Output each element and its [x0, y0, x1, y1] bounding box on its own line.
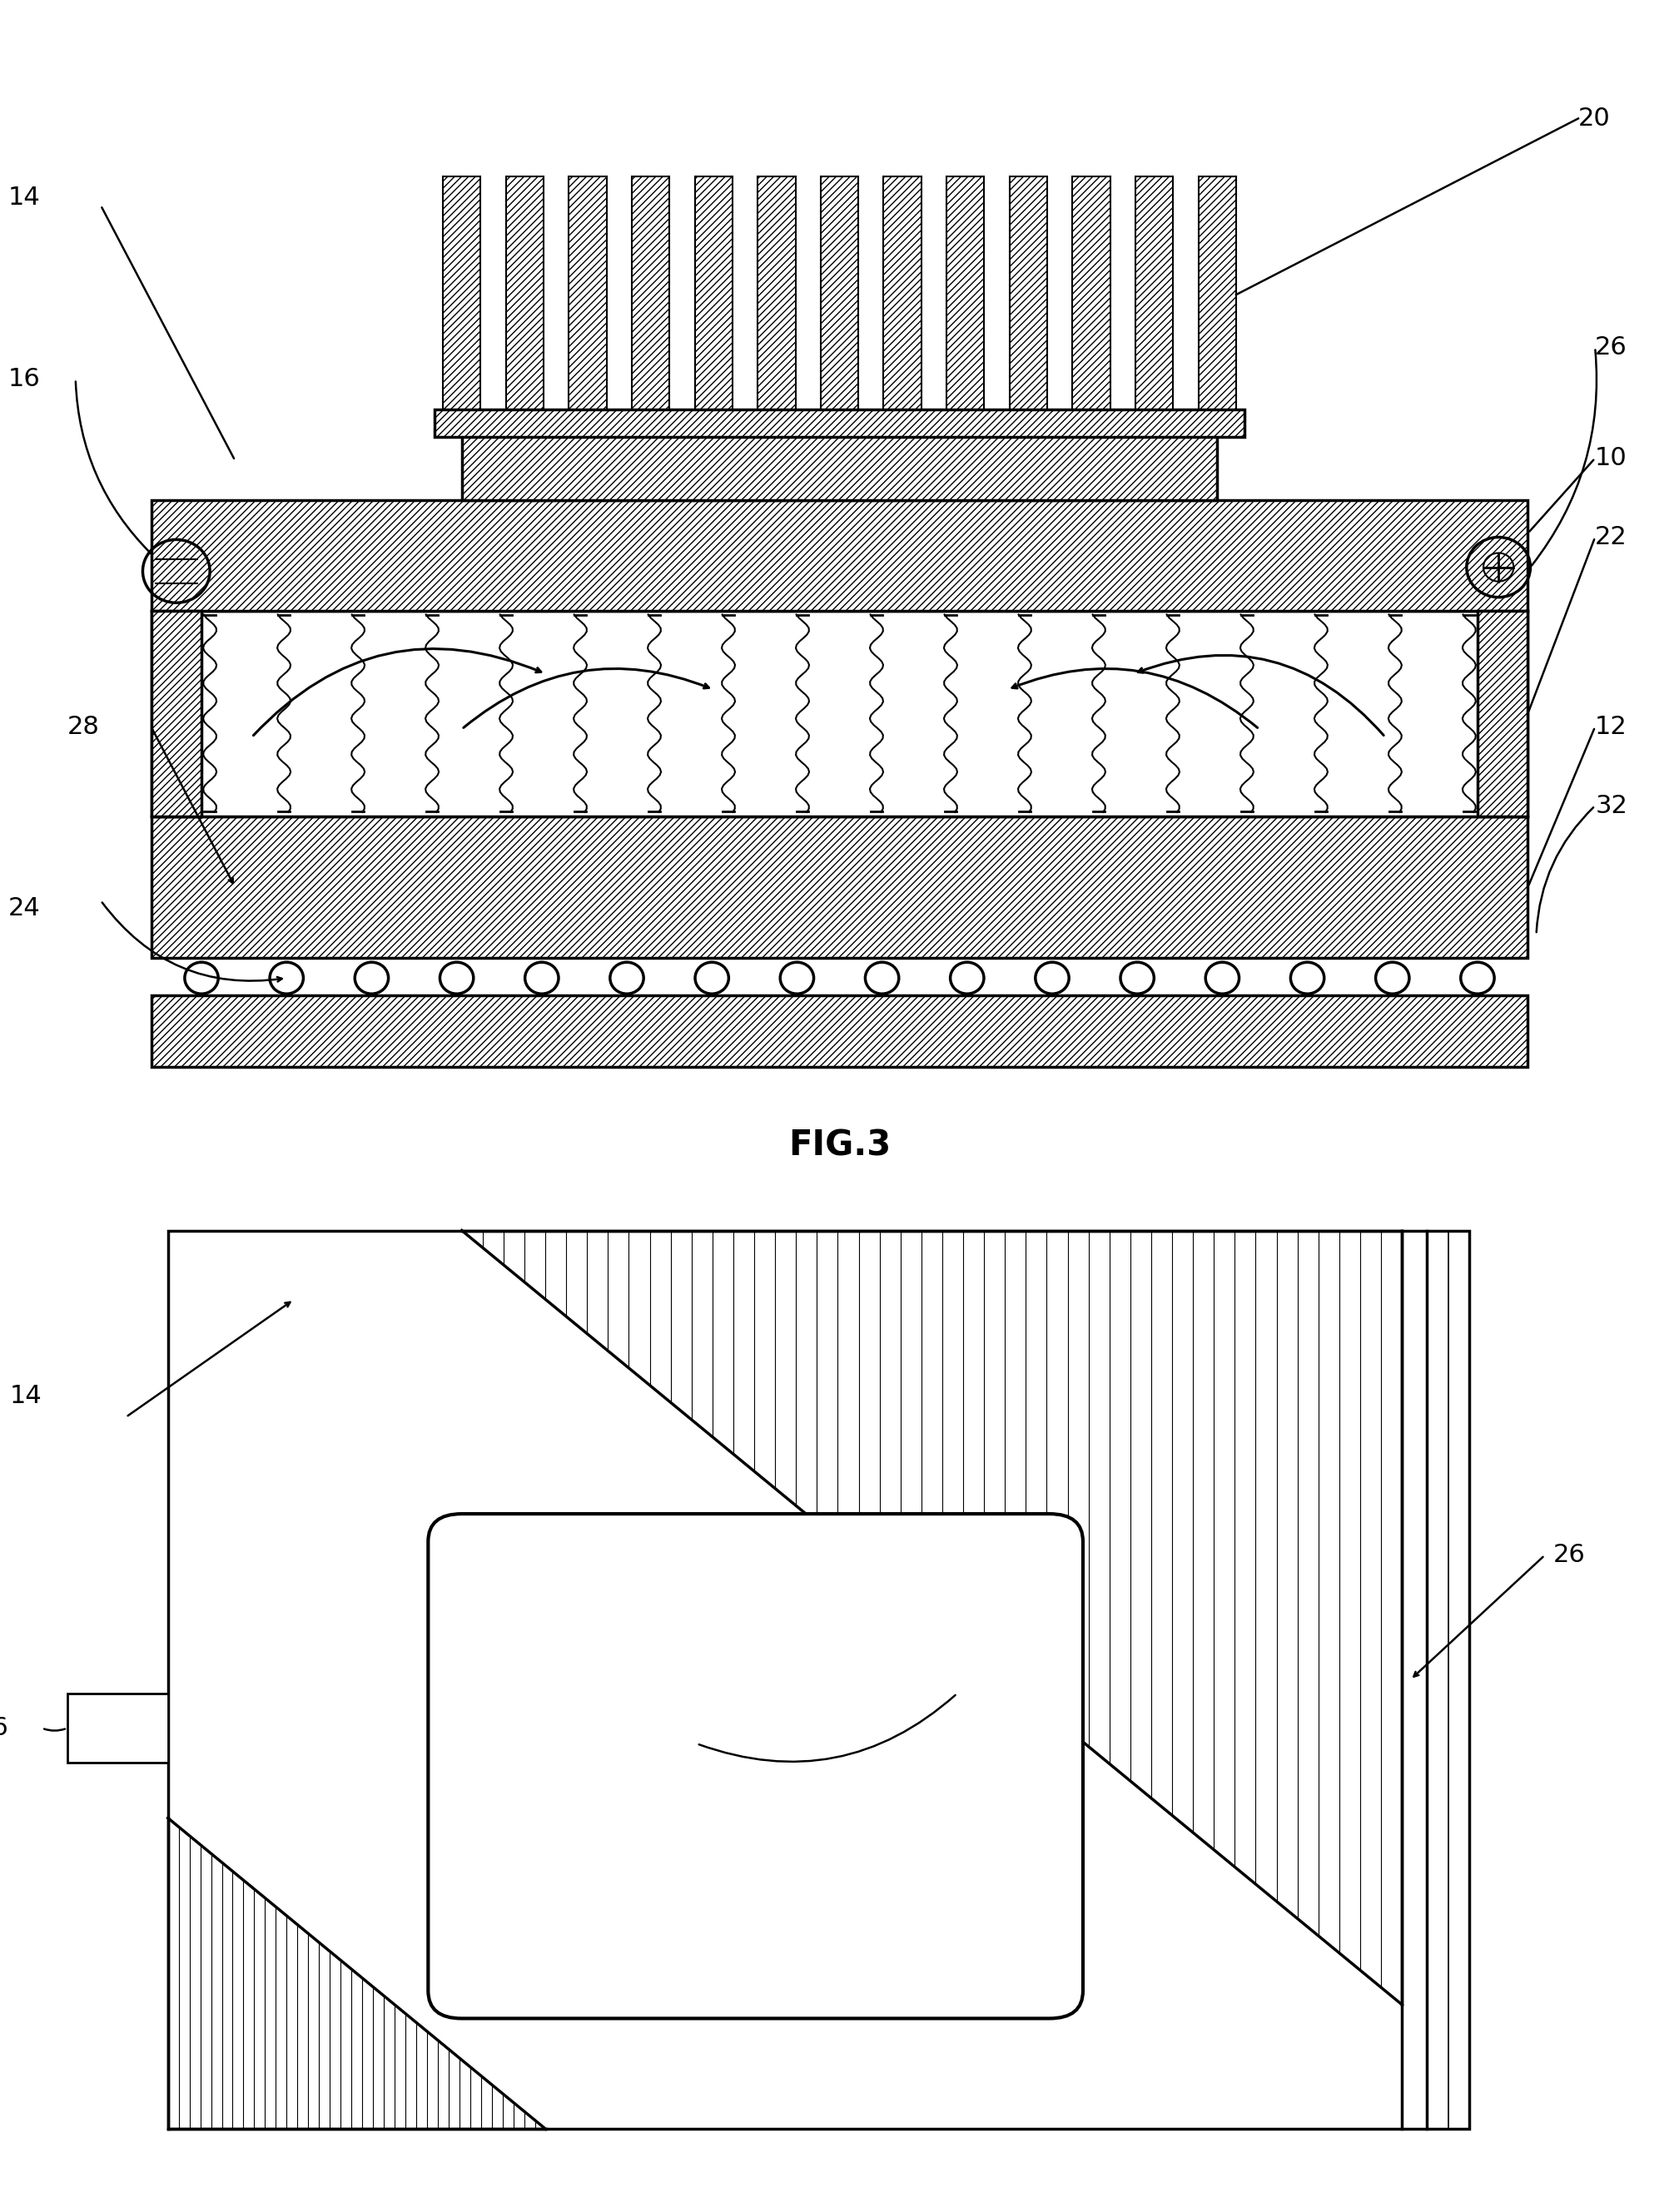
- Bar: [462, 414, 1217, 500]
- Bar: [631, 177, 670, 414]
- Text: 16: 16: [0, 1717, 8, 1741]
- Text: 28: 28: [67, 714, 99, 739]
- Text: 12: 12: [1595, 714, 1627, 739]
- Bar: [569, 177, 606, 414]
- Bar: [757, 177, 796, 414]
- Text: 14: 14: [8, 186, 40, 210]
- Bar: [151, 611, 201, 816]
- Bar: [151, 995, 1528, 1066]
- Bar: [443, 177, 480, 414]
- Text: 32: 32: [1595, 794, 1627, 818]
- Bar: [883, 177, 922, 414]
- Bar: [151, 816, 1528, 958]
- Bar: [435, 409, 1244, 438]
- Bar: [947, 177, 984, 414]
- Bar: [151, 500, 1528, 611]
- Text: 26: 26: [1553, 1544, 1585, 1568]
- Bar: [1478, 611, 1528, 816]
- Bar: [151, 611, 1528, 816]
- Bar: [1199, 177, 1236, 414]
- Text: 24: 24: [8, 896, 40, 920]
- Text: 18: 18: [965, 1681, 997, 1705]
- Bar: [168, 1230, 1469, 2128]
- Bar: [1135, 177, 1174, 414]
- Text: 16: 16: [8, 367, 40, 392]
- Text: 10: 10: [1595, 447, 1627, 471]
- Text: 20: 20: [1578, 106, 1610, 131]
- Bar: [1073, 177, 1110, 414]
- Text: 14: 14: [10, 1385, 42, 1409]
- Text: 26: 26: [1595, 336, 1627, 361]
- Bar: [1009, 177, 1048, 414]
- Bar: [821, 177, 858, 414]
- Text: FIG.3: FIG.3: [787, 1128, 892, 1164]
- Bar: [695, 177, 732, 414]
- FancyBboxPatch shape: [428, 1513, 1083, 2017]
- Bar: [67, 1694, 168, 1763]
- Bar: [505, 177, 544, 414]
- Text: 22: 22: [1595, 524, 1627, 549]
